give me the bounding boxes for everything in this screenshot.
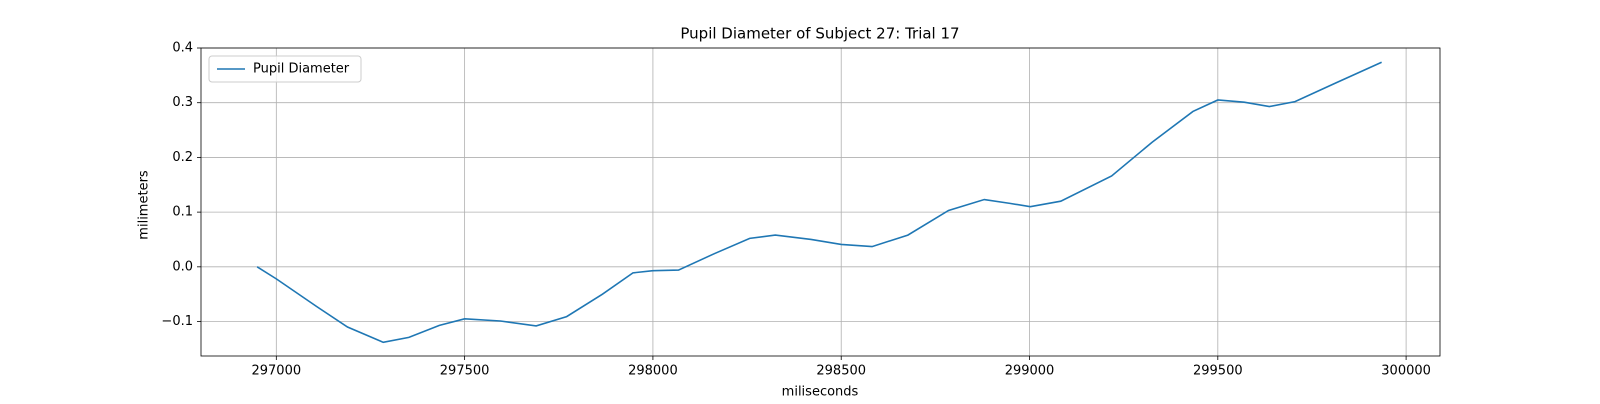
y-axis-label: milimeters [137,170,152,240]
x-axis-label: miliseconds [782,385,859,400]
x-tick-label: 300000 [1381,364,1431,379]
chart-title: Pupil Diameter of Subject 27: Trial 17 [680,25,959,43]
y-tick-label: 0.1 [172,205,193,220]
y-tick-label: 0.2 [172,150,193,165]
x-tick-label: 298500 [816,364,866,379]
legend-label: Pupil Diameter [253,62,350,77]
data-line [256,61,1382,344]
y-tick-label: 0.0 [172,259,193,274]
plot-frame [200,47,1441,357]
x-tick-label: 298000 [628,364,678,379]
x-tick-label: 297500 [440,364,490,379]
y-tick-label: −0.1 [161,314,193,329]
y-tick-label: 0.3 [172,95,193,110]
x-tick-label: 299000 [1005,364,1055,379]
x-tick-label: 297000 [251,364,301,379]
legend-box [208,55,362,83]
y-tick-label: 0.4 [172,41,193,56]
x-tick-label: 299500 [1193,364,1243,379]
